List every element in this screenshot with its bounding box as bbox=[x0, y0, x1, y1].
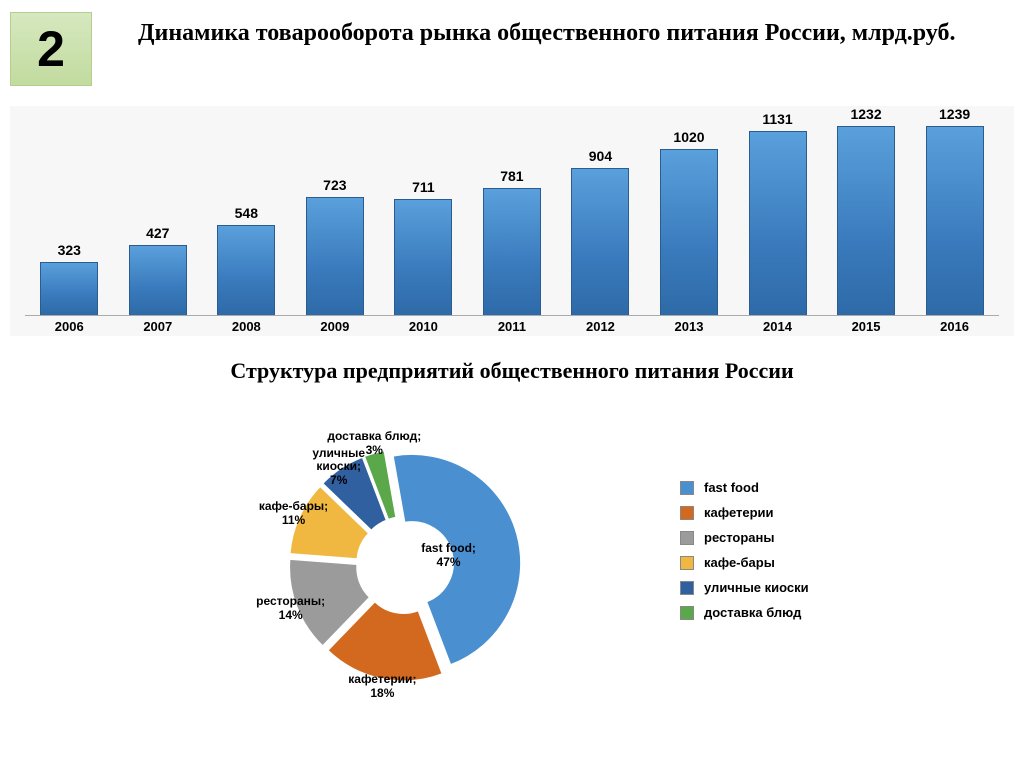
bar bbox=[129, 245, 187, 316]
bar bbox=[306, 197, 364, 316]
legend-label: fast food bbox=[704, 480, 759, 495]
legend-item: рестораны bbox=[680, 530, 809, 545]
bar-2012: 904 bbox=[560, 106, 640, 316]
pie-title: Структура предприятий общественного пита… bbox=[0, 358, 1024, 384]
pie-label: fast food;47% bbox=[414, 542, 484, 570]
bar-2013: 1020 bbox=[649, 106, 729, 316]
legend-item: кафетерии bbox=[680, 505, 809, 520]
bar-value-label: 1020 bbox=[673, 129, 704, 145]
slide-number-box: 2 bbox=[10, 12, 92, 86]
bar bbox=[40, 262, 98, 316]
bar-2008: 548 bbox=[206, 106, 286, 316]
bar bbox=[749, 131, 807, 316]
bar bbox=[660, 149, 718, 316]
x-tick: 2016 bbox=[915, 319, 995, 334]
pie-label: доставка блюд;3% bbox=[327, 430, 422, 458]
legend-item: доставка блюд bbox=[680, 605, 809, 620]
bar bbox=[483, 188, 541, 316]
x-tick: 2013 bbox=[649, 319, 729, 334]
pie-label: кафе-бары;11% bbox=[246, 500, 341, 528]
x-tick: 2010 bbox=[383, 319, 463, 334]
legend-swatch bbox=[680, 581, 694, 595]
legend-label: кафетерии bbox=[704, 505, 774, 520]
legend-label: рестораны bbox=[704, 530, 775, 545]
bar bbox=[394, 199, 452, 316]
bar-value-label: 548 bbox=[235, 205, 258, 221]
bar-2006: 323 bbox=[29, 106, 109, 316]
legend-item: кафе-бары bbox=[680, 555, 809, 570]
legend-swatch bbox=[680, 531, 694, 545]
x-tick: 2007 bbox=[118, 319, 198, 334]
bar-value-label: 1239 bbox=[939, 106, 970, 122]
bar bbox=[926, 126, 984, 316]
legend-label: доставка блюд bbox=[704, 605, 801, 620]
legend-swatch bbox=[680, 481, 694, 495]
bar-2007: 427 bbox=[118, 106, 198, 316]
legend-swatch bbox=[680, 606, 694, 620]
bar-2009: 723 bbox=[295, 106, 375, 316]
legend-item: fast food bbox=[680, 480, 809, 495]
x-tick: 2009 bbox=[295, 319, 375, 334]
bar bbox=[571, 168, 629, 316]
pie-label: кафетерии;18% bbox=[335, 673, 430, 701]
bar-value-label: 904 bbox=[589, 148, 612, 164]
bar bbox=[217, 225, 275, 316]
pie-legend: fast food кафетерии рестораны кафе-бары улич… bbox=[680, 480, 809, 630]
bar-2011: 781 bbox=[472, 106, 552, 316]
pie-label: рестораны;14% bbox=[243, 595, 338, 623]
chart-title: Динамика товарооборота рынка общественно… bbox=[138, 18, 994, 48]
x-tick: 2011 bbox=[472, 319, 552, 334]
x-tick: 2008 bbox=[206, 319, 286, 334]
bar bbox=[837, 126, 895, 316]
bar-value-label: 323 bbox=[58, 242, 81, 258]
pie-chart: fast food;47%кафетерии;18%рестораны;14%к… bbox=[260, 420, 550, 710]
bar-chart: 323 427 548 723 711 781 904 1020 1131 1232 1239 20… bbox=[10, 106, 1014, 336]
legend-label: кафе-бары bbox=[704, 555, 775, 570]
x-tick: 2015 bbox=[826, 319, 906, 334]
bar-value-label: 723 bbox=[323, 177, 346, 193]
bar-value-label: 427 bbox=[146, 225, 169, 241]
bar-value-label: 781 bbox=[500, 168, 523, 184]
legend-label: уличные киоски bbox=[704, 580, 809, 595]
legend-item: уличные киоски bbox=[680, 580, 809, 595]
bar-value-label: 1232 bbox=[850, 106, 881, 122]
x-tick: 2006 bbox=[29, 319, 109, 334]
bar-value-label: 1131 bbox=[762, 111, 792, 127]
legend-swatch bbox=[680, 556, 694, 570]
x-tick: 2014 bbox=[738, 319, 818, 334]
bar-value-label: 711 bbox=[412, 179, 435, 195]
x-tick: 2012 bbox=[560, 319, 640, 334]
bar-2014: 1131 bbox=[738, 106, 818, 316]
bar-2016: 1239 bbox=[915, 106, 995, 316]
bar-2015: 1232 bbox=[826, 106, 906, 316]
legend-swatch bbox=[680, 506, 694, 520]
bar-2010: 711 bbox=[383, 106, 463, 316]
